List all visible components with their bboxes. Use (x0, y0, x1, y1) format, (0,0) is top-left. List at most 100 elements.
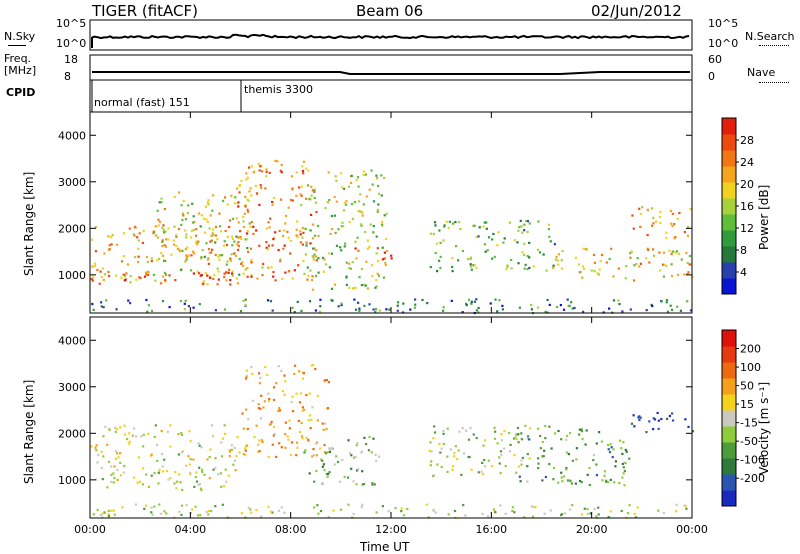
heatmap-cell (509, 443, 512, 446)
heatmap-cell (326, 475, 329, 478)
heatmap-cell (632, 227, 635, 230)
heatmap-cell (609, 478, 612, 481)
heatmap-cell (161, 245, 164, 248)
heatmap-cell (254, 184, 257, 187)
heatmap-cell (290, 401, 293, 404)
heatmap-cell (517, 465, 520, 468)
heatmap-cell (220, 441, 223, 444)
heatmap-cell (446, 427, 449, 430)
heatmap-cell (621, 476, 624, 479)
heatmap-cell (277, 409, 280, 412)
heatmap-cell (180, 250, 183, 253)
heatmap-cell (291, 306, 294, 309)
heatmap-cell (242, 427, 245, 430)
heatmap-cell (291, 441, 294, 444)
heatmap-cell (613, 481, 616, 484)
heatmap-cell (638, 418, 641, 422)
heatmap-cell (537, 467, 540, 470)
heatmap-cell (322, 270, 325, 273)
heatmap-cell (208, 227, 211, 230)
heatmap-cell (209, 214, 212, 217)
heatmap-cell (101, 478, 104, 481)
heatmap-cell (352, 480, 355, 483)
heatmap-cell (156, 209, 159, 212)
heatmap-cell (579, 479, 582, 483)
heatmap-cell (355, 444, 358, 447)
heatmap-cell (369, 223, 372, 226)
heatmap-cell (156, 259, 159, 262)
heatmap-cell (107, 509, 110, 512)
heatmap-cell (207, 513, 210, 516)
heatmap-cell (150, 506, 153, 509)
heatmap-cell (485, 227, 488, 230)
noise-sky-trace (91, 33, 690, 48)
heatmap-cell (99, 270, 102, 273)
heatmap-cell (351, 217, 354, 220)
heatmap-cell (544, 425, 547, 428)
heatmap-cell (102, 455, 105, 458)
heatmap-cell (196, 514, 200, 517)
heatmap-cell (327, 472, 330, 475)
heatmap-cell (225, 271, 228, 274)
heatmap-cell (360, 284, 363, 287)
heatmap-cell (209, 448, 212, 451)
heatmap-cell (600, 440, 603, 443)
heatmap-cell (221, 503, 224, 506)
heatmap-cell (235, 235, 238, 238)
heatmap-cell (216, 238, 219, 241)
heatmap-cell (676, 217, 679, 220)
heatmap-cell (260, 186, 263, 189)
heatmap-cell (121, 506, 124, 509)
heatmap-cell (311, 237, 315, 240)
heatmap-cell (273, 236, 276, 239)
heatmap-cell (500, 433, 503, 436)
heatmap-cell (288, 427, 291, 430)
heatmap-cell (542, 455, 545, 458)
heatmap-cell (538, 251, 542, 254)
heatmap-cell (200, 214, 203, 217)
heatmap-cell (383, 176, 386, 180)
heatmap-cell (451, 257, 454, 260)
heatmap-cell (580, 481, 583, 484)
heatmap-cell (630, 422, 634, 425)
heatmap-cell (305, 394, 308, 397)
heatmap-cell (307, 440, 310, 443)
heatmap-cell (172, 239, 175, 242)
heatmap-cell (455, 245, 458, 248)
heatmap-cell (119, 426, 122, 429)
heatmap-cell (301, 371, 304, 374)
heatmap-cell (137, 261, 140, 264)
heatmap-cell (333, 214, 336, 217)
heatmap-cell (210, 234, 213, 237)
heatmap-cell (314, 368, 317, 371)
heatmap-cell (589, 512, 592, 515)
heatmap-cell (153, 505, 156, 508)
heatmap-cell (91, 238, 94, 241)
heatmap-cell (374, 286, 377, 289)
heatmap-cell (571, 459, 574, 462)
heatmap-cell (359, 193, 362, 196)
heatmap-cell (204, 205, 207, 208)
freq-label: Freq. (4, 52, 32, 65)
heatmap-cell (91, 302, 94, 306)
heatmap-cell (508, 431, 511, 435)
heatmap-cell (358, 200, 361, 203)
heatmap-cell (161, 470, 165, 473)
heatmap-cell (368, 188, 371, 191)
heatmap-cell (517, 441, 520, 444)
heatmap-cell (142, 229, 145, 233)
heatmap-cell (348, 221, 351, 224)
heatmap-cell (344, 203, 347, 206)
heatmap-cell (214, 225, 217, 229)
heatmap-cell (164, 273, 168, 276)
heatmap-cell (348, 451, 352, 455)
heatmap-cell (381, 246, 384, 249)
heatmap-cell (548, 303, 551, 306)
heatmap-cell (100, 305, 103, 308)
heatmap-cell (595, 442, 598, 445)
heatmap-cell (160, 197, 163, 200)
heatmap-cell (211, 424, 214, 427)
heatmap-cell (247, 199, 250, 202)
colorbar-tick-label: -15 (740, 417, 758, 430)
heatmap-cell (194, 475, 197, 479)
